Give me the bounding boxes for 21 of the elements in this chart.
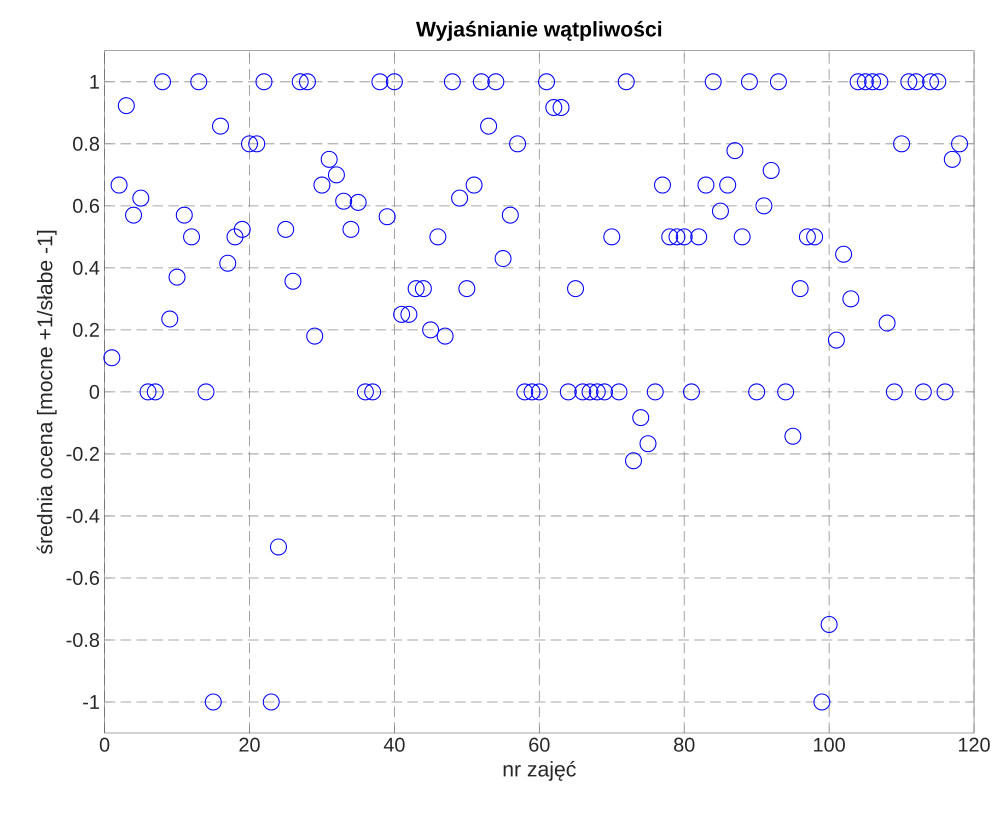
y-tick-label: -0.2: [66, 447, 99, 462]
x-tick-label: 0: [100, 738, 110, 752]
y-tick-label: 0.4: [73, 260, 100, 276]
x-axis-title: nr zajęć: [504, 760, 576, 781]
y-tick-label: 1: [90, 75, 99, 89]
y-axis-title: średnia ocena [mocne +1/słabe -1]: [36, 230, 57, 554]
x-tick-label: 60: [529, 738, 550, 752]
x-tick-label: 120: [959, 738, 990, 752]
x-tick-label: 80: [674, 738, 694, 752]
y-tick-label: -0.8: [66, 633, 100, 648]
x-tick-label: 20: [239, 738, 260, 752]
y-tick-label: -1: [83, 695, 99, 709]
y-tick-label: -0.4: [66, 509, 100, 524]
y-tick-label: 0.8: [73, 136, 100, 151]
y-tick-label: 0.2: [73, 323, 99, 338]
y-tick-label: 0.6: [73, 198, 100, 214]
chart-title: Wyjaśnianie wątpliwości: [416, 21, 662, 41]
y-tick-label: -0.6: [66, 571, 100, 586]
y-tick-label: 0: [90, 385, 100, 400]
x-tick-label: 100: [814, 738, 845, 752]
x-tick-label: 40: [384, 738, 405, 752]
